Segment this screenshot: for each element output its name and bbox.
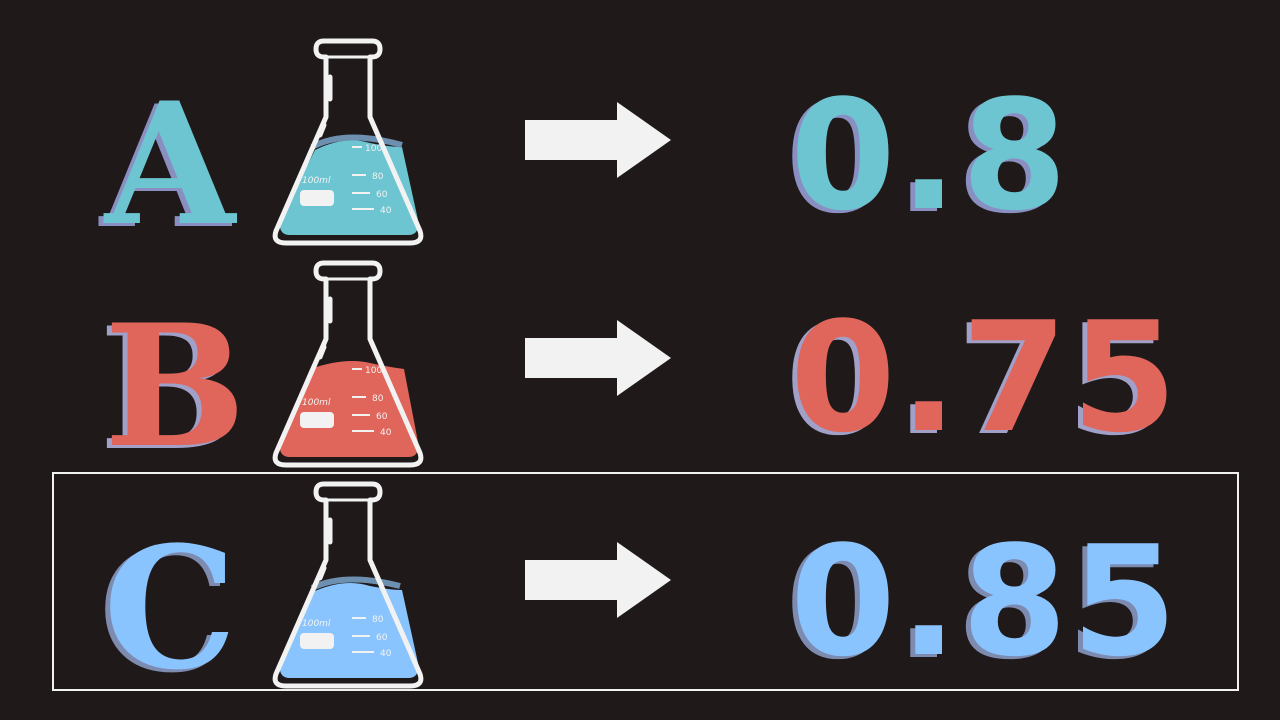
svg-text:40: 40 [380,206,392,216]
svg-text:80: 80 [372,615,384,625]
svg-text:60: 60 [376,190,388,200]
svg-text:80: 80 [372,394,384,404]
right-arrow-icon [525,102,671,178]
flask-label-patch [300,190,334,206]
flask-meniscus [310,134,403,150]
svg-text:100ml: 100ml [302,398,331,408]
erlenmeyer-flask-icon: 100ml 100 80 60 40 [272,38,424,246]
selection-highlight-box [52,472,1239,691]
flask-liquid [279,361,419,457]
value-c: 0.85 [790,513,1182,690]
svg-text:100: 100 [365,366,382,376]
flask-outline [272,481,424,689]
svg-text:60: 60 [376,412,388,422]
flask-liquid [279,582,419,678]
svg-text:100ml: 100ml [302,619,331,629]
flask-outline [272,260,424,468]
label-letter-a: A [104,65,236,263]
label-letter-c: C [103,509,237,707]
svg-text:40: 40 [380,649,392,659]
flask-meniscus [310,576,401,591]
right-arrow-icon [525,320,671,396]
svg-text:100ml: 100ml [302,176,331,186]
row-a: A 100ml 100 80 60 40 0.8 [0,30,1280,250]
svg-text:40: 40 [380,428,392,438]
right-arrow-icon [525,542,671,618]
value-a: 0.8 [790,67,1072,244]
row-c: C 100ml 80 60 40 0.85 [0,474,1280,694]
erlenmeyer-flask-icon: 100ml 100 80 60 40 [272,260,424,468]
flask-outline [272,38,424,246]
svg-text:60: 60 [376,633,388,643]
svg-text:100: 100 [365,144,382,154]
erlenmeyer-flask-icon: 100ml 80 60 40 [272,481,424,689]
flask-label-patch [300,412,334,428]
row-b: B 100ml 100 80 60 40 0.75 [0,252,1280,472]
label-letter-b: B [104,287,246,485]
flask-label-patch [300,633,334,649]
svg-text:80: 80 [372,172,384,182]
flask-liquid [279,140,419,235]
value-b: 0.75 [790,289,1182,466]
